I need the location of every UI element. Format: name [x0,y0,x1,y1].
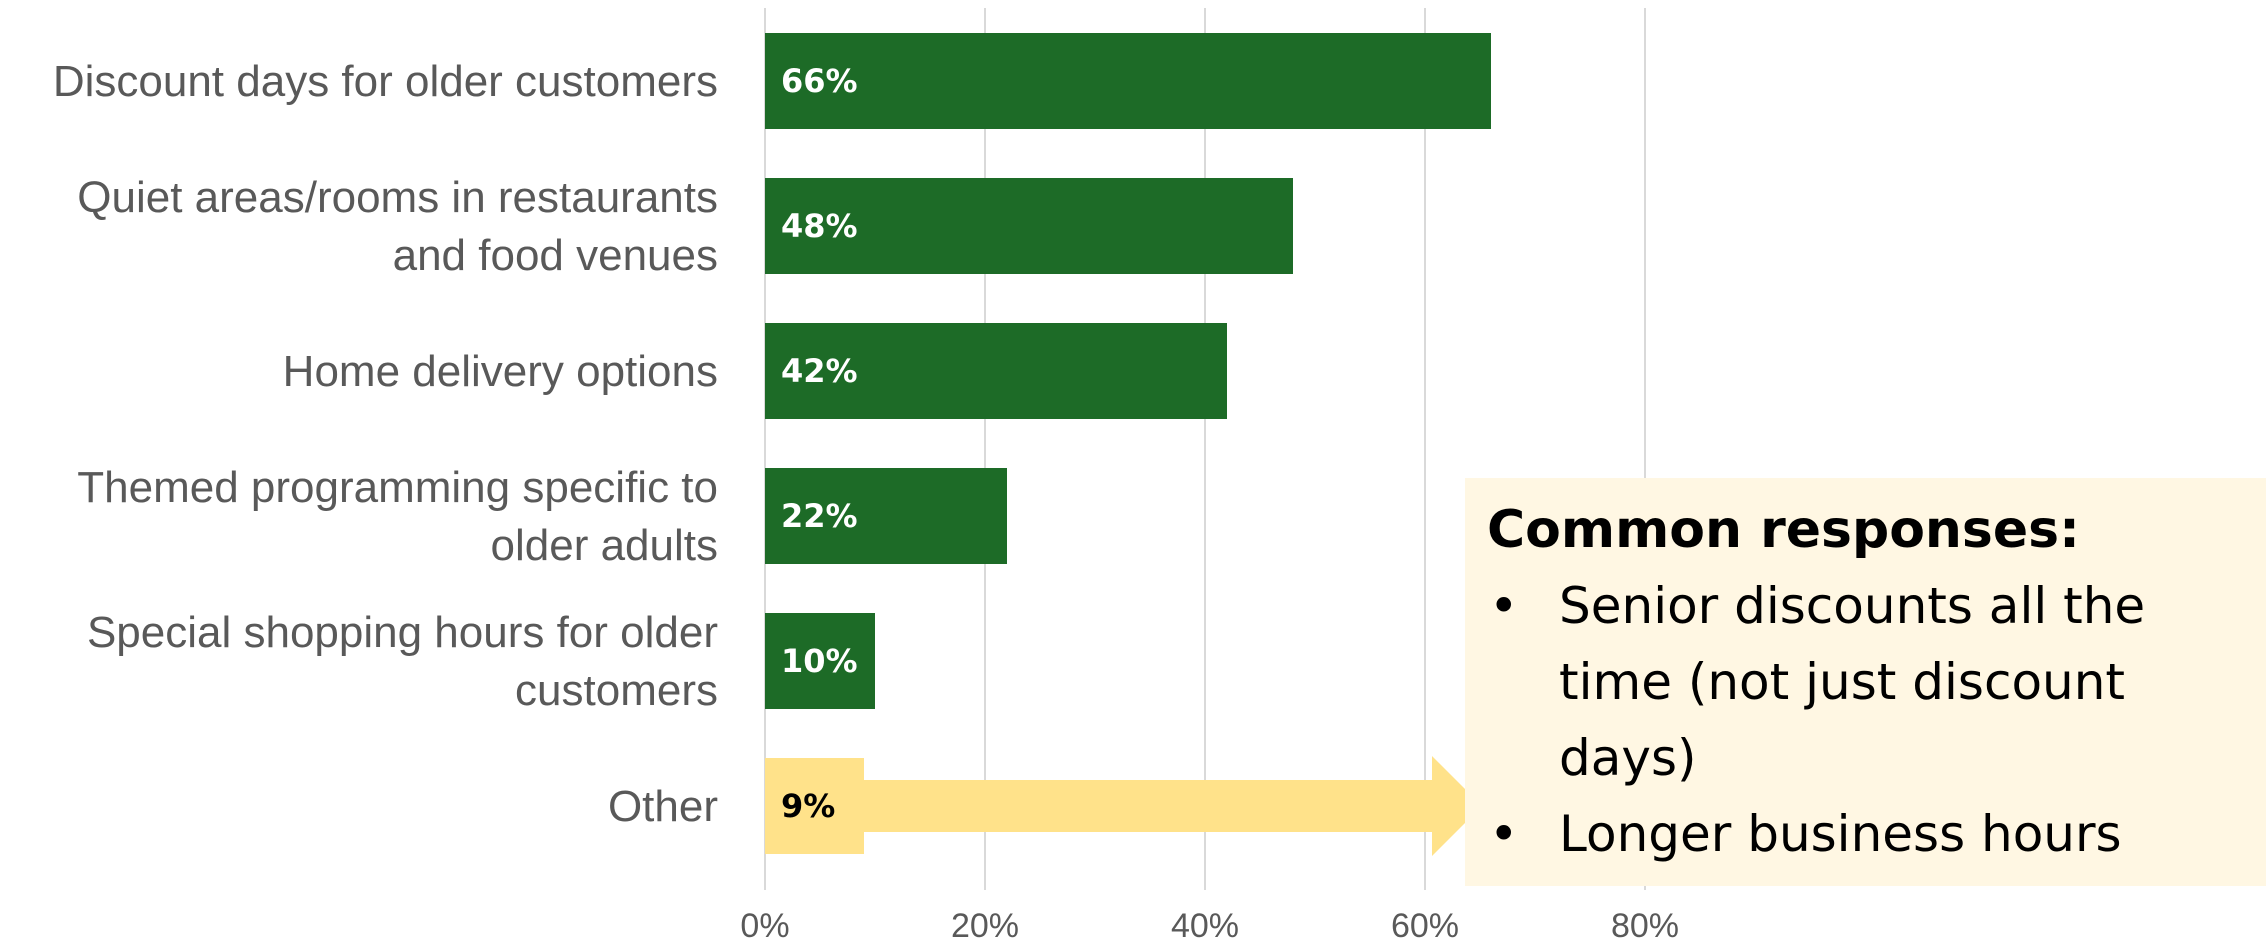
callout-item-line: days) [1559,729,1697,787]
bar [765,178,1293,274]
x-tick-label: 40% [1171,907,1239,939]
gridlines [764,8,1646,890]
bar [765,323,1227,419]
x-tick-label: 60% [1391,907,1459,939]
callout-item-line: Longer business hours [1559,805,2122,863]
category-label: Other [608,782,718,831]
data-label: 42% [781,352,858,390]
category-label: Quiet areas/rooms in restaurants [77,173,718,222]
callout-list: • Senior discounts all the time (not jus… [1487,568,2226,872]
x-tick-label: 20% [951,907,1019,939]
common-responses-callout: Common responses: • Senior discounts all… [1465,478,2266,886]
callout-item: • Senior discounts all the time (not jus… [1487,568,2226,796]
callout-item-line: Senior discounts all the [1559,577,2146,635]
bar [765,613,875,709]
category-label: Themed programming specific to [77,463,718,512]
data-label: 10% [781,642,858,680]
callout-item: • Longer business hours [1487,796,2226,872]
bar [765,468,1007,564]
callout-title: Common responses: [1487,500,2080,560]
data-label: 22% [781,497,858,535]
bullet-icon: • [1489,805,1519,863]
category-label: customers [515,666,718,715]
category-label: Discount days for older customers [53,57,718,106]
category-labels: Discount days for older customers Quiet a… [53,57,718,831]
category-label: and food venues [393,231,718,280]
category-label: Home delivery options [283,347,718,396]
bar [765,33,1491,129]
category-label: Special shopping hours for older [87,608,718,657]
x-axis-ticks: 0% 20% 40% 60% 80% [740,907,1679,939]
callout-item-line: time (not just discount [1559,653,2126,711]
bars: 66% 48% 42% 22% 10% 9% [765,33,1491,854]
x-tick-label: 0% [740,907,789,939]
x-tick-label: 80% [1611,907,1679,939]
callout-arrow [864,756,1482,856]
data-label: 48% [781,207,858,245]
bullet-icon: • [1489,577,1519,635]
data-label: 66% [781,62,858,100]
data-label: 9% [781,787,835,825]
category-label: older adults [491,521,718,570]
bar-highlight [765,758,864,854]
